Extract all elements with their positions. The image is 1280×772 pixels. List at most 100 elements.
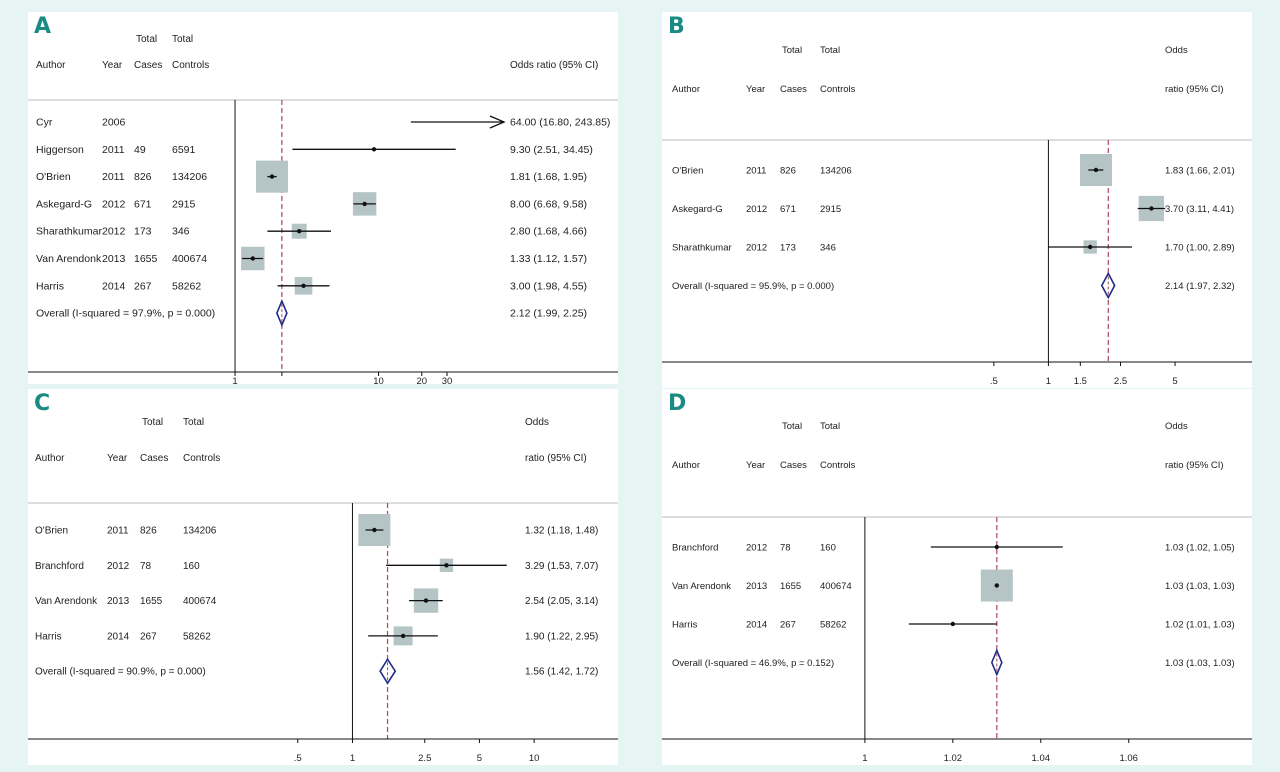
forest-plot-c-svg: Total Total Odds Author Year Cases Controls rat… bbox=[28, 417, 618, 764]
study-controls: 346 bbox=[820, 243, 836, 254]
header-cases: Cases bbox=[134, 60, 162, 71]
study-odds-ratio-ci: 1.70 (1.00, 2.89) bbox=[1165, 243, 1235, 254]
study-year: 2014 bbox=[107, 631, 130, 642]
header-total-cases: Total bbox=[782, 421, 802, 432]
study-point-estimate bbox=[444, 563, 449, 568]
study-author: Harris bbox=[36, 280, 64, 292]
study-author: Harris bbox=[35, 631, 62, 642]
overall-odds-ratio-ci: 1.03 (1.03, 1.03) bbox=[1165, 658, 1235, 669]
study-year: 2011 bbox=[102, 144, 125, 156]
header-total-controls: Total bbox=[820, 421, 840, 432]
study-point-estimate bbox=[994, 544, 1000, 550]
header-year: Year bbox=[746, 84, 765, 95]
study-ci-arrow bbox=[489, 115, 506, 129]
header-total-controls: Total bbox=[183, 417, 204, 428]
study-year: 2011 bbox=[102, 171, 125, 183]
header-odds-ratio: ratio (95% CI) bbox=[1165, 84, 1224, 95]
study-author: Higgerson bbox=[36, 144, 84, 156]
x-axis-tick-label: 1.5 bbox=[1074, 376, 1087, 387]
header-author: Author bbox=[35, 453, 65, 464]
header-odds: Odds bbox=[1165, 45, 1188, 56]
study-cases: 1655 bbox=[134, 253, 158, 265]
study-odds-ratio-ci: 2.54 (2.05, 3.14) bbox=[525, 596, 598, 607]
study-cases: 826 bbox=[140, 526, 157, 537]
study-cases: 826 bbox=[134, 171, 152, 183]
forest-plot-d-svg: Total Total Odds Author Year Cases Controls rat… bbox=[662, 421, 1252, 764]
study-author: Harris bbox=[672, 620, 698, 631]
x-axis-tick-label: .5 bbox=[294, 753, 302, 764]
study-year: 2012 bbox=[102, 226, 126, 238]
header-odds: Odds bbox=[525, 417, 549, 428]
study-cases: 826 bbox=[780, 166, 796, 177]
study-point-estimate bbox=[994, 583, 1000, 588]
x-axis-tick-label: 20 bbox=[416, 376, 427, 384]
x-axis-tick-label: 10 bbox=[373, 376, 384, 384]
study-author: Askegard-G bbox=[672, 204, 723, 215]
overall-odds-ratio-ci: 2.12 (1.99, 2.25) bbox=[510, 308, 587, 320]
study-point-estimate bbox=[372, 527, 377, 533]
study-year: 2013 bbox=[102, 253, 126, 265]
study-cases: 49 bbox=[134, 144, 146, 156]
x-axis-tick-label: 1 bbox=[232, 376, 237, 384]
study-odds-ratio-ci: 1.83 (1.66, 2.01) bbox=[1165, 166, 1235, 177]
header-author: Author bbox=[36, 60, 66, 71]
study-point-estimate bbox=[950, 621, 956, 627]
study-odds-ratio-ci: 9.30 (2.51, 34.45) bbox=[510, 144, 593, 156]
header-controls: Controls bbox=[820, 460, 856, 471]
study-author: Van Arendonk bbox=[35, 596, 98, 607]
study-author: Branchford bbox=[35, 561, 84, 572]
panel-label-b: B bbox=[668, 14, 685, 39]
x-axis-tick-label: 1.02 bbox=[944, 753, 963, 764]
study-cases: 78 bbox=[780, 543, 791, 554]
study-odds-ratio-ci: 1.33 (1.12, 1.57) bbox=[510, 253, 587, 265]
overall-diamond bbox=[990, 648, 1003, 677]
header-author: Author bbox=[672, 84, 700, 95]
study-controls: 58262 bbox=[172, 280, 201, 292]
study-controls: 58262 bbox=[820, 620, 846, 631]
study-author: Cyr bbox=[36, 117, 53, 129]
forest-plot-panel-b: B Total Total Odds Author Year Cases Controls r… bbox=[662, 12, 1252, 388]
study-odds-ratio-ci: 1.90 (1.22, 2.95) bbox=[525, 631, 598, 642]
study-cases: 173 bbox=[134, 226, 152, 238]
panel-label-d: D bbox=[668, 391, 687, 416]
study-year: 2012 bbox=[746, 204, 767, 215]
overall-odds-ratio-ci: 2.14 (1.97, 2.32) bbox=[1165, 281, 1235, 292]
study-controls: 2915 bbox=[820, 204, 841, 215]
study-author: O'Brien bbox=[36, 171, 71, 183]
study-controls: 346 bbox=[172, 226, 190, 238]
header-year: Year bbox=[746, 460, 765, 471]
panel-label-c: C bbox=[34, 391, 51, 416]
study-point-estimate bbox=[400, 633, 406, 639]
study-year: 2014 bbox=[102, 280, 126, 292]
study-odds-ratio-ci: 8.00 (6.68, 9.58) bbox=[510, 198, 587, 210]
study-author: Van Arendonk bbox=[36, 253, 102, 265]
header-total-cases: Total bbox=[782, 45, 802, 56]
study-point-estimate bbox=[1087, 244, 1093, 250]
study-cases: 671 bbox=[780, 204, 796, 215]
header-controls: Controls bbox=[183, 453, 220, 464]
study-controls: 400674 bbox=[820, 581, 852, 592]
study-odds-ratio-ci: 1.02 (1.01, 1.03) bbox=[1165, 620, 1235, 631]
overall-label: Overall (I-squared = 97.9%, p = 0.000) bbox=[36, 308, 215, 320]
study-author: Van Arendonk bbox=[672, 581, 731, 592]
x-axis-tick-label: 2.5 bbox=[418, 753, 431, 764]
study-year: 2006 bbox=[102, 117, 126, 129]
study-odds-ratio-ci: 1.32 (1.18, 1.48) bbox=[525, 526, 598, 537]
forest-plot-b-svg: Total Total Odds Author Year Cases Controls rat… bbox=[662, 45, 1252, 387]
study-year: 2014 bbox=[746, 620, 767, 631]
header-cases: Cases bbox=[780, 460, 807, 471]
study-controls: 160 bbox=[820, 543, 836, 554]
study-odds-ratio-ci: 1.03 (1.02, 1.05) bbox=[1165, 543, 1235, 554]
study-odds-ratio-ci: 3.70 (3.11, 4.41) bbox=[1165, 204, 1234, 215]
study-year: 2012 bbox=[107, 561, 130, 572]
x-axis-tick-label: 5 bbox=[1172, 376, 1177, 387]
header-controls: Controls bbox=[820, 84, 856, 95]
study-point-estimate bbox=[269, 174, 275, 179]
study-controls: 2915 bbox=[172, 198, 196, 210]
x-axis-tick-label: 1.06 bbox=[1119, 753, 1138, 764]
header-cases: Cases bbox=[140, 453, 168, 464]
study-author: O'Brien bbox=[672, 166, 703, 177]
forest-plot-panel-c: C Total Total Odds Author Year Cases Controls r… bbox=[28, 389, 618, 765]
header-year: Year bbox=[107, 453, 128, 464]
study-odds-ratio-ci: 64.00 (16.80, 243.85) bbox=[510, 117, 610, 129]
